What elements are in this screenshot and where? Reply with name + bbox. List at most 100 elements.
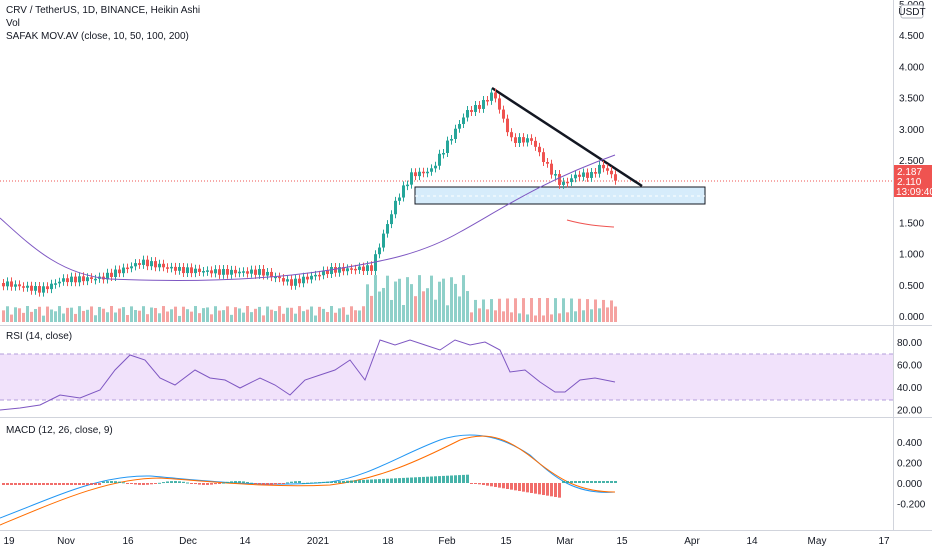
- candle-body: [114, 269, 117, 277]
- volume-bar: [534, 315, 537, 322]
- candle-body: [542, 152, 545, 163]
- macd-hist-bar: [86, 483, 89, 485]
- macd-hist-bar: [82, 483, 85, 485]
- descending-trendline[interactable]: [491, 86, 643, 188]
- candle-body: [458, 124, 461, 129]
- candle-body: [178, 266, 181, 271]
- candle-body: [354, 268, 357, 271]
- price-tick-label: 4.000: [899, 62, 924, 73]
- macd-hist-bar: [194, 483, 197, 485]
- volume-bar: [158, 313, 161, 322]
- macd-hist-bar: [390, 478, 393, 483]
- volume-bar: [346, 314, 349, 322]
- volume-bar: [246, 306, 249, 322]
- volume-bar: [390, 299, 393, 322]
- volume-bar: [38, 306, 41, 322]
- volume-bar: [414, 296, 417, 322]
- candle-body: [242, 271, 245, 273]
- macd-hist-bar: [458, 475, 461, 483]
- candle-body: [34, 286, 37, 291]
- candle-body: [434, 165, 437, 169]
- macd-hist-bar: [318, 482, 321, 484]
- macd-hist-bar: [246, 481, 249, 483]
- candle-body: [282, 278, 285, 282]
- candle-body: [38, 286, 41, 293]
- macd-hist-bar: [486, 483, 489, 486]
- volume-bar: [130, 306, 133, 322]
- candle-body: [218, 269, 221, 275]
- volume-bar: [238, 308, 241, 322]
- volume-bar: [422, 291, 425, 322]
- price-tick-label: 1.500: [899, 218, 924, 229]
- macd-hist-bar: [218, 483, 221, 484]
- volume-bar: [170, 309, 173, 322]
- volume-bar: [114, 312, 117, 322]
- macd-hist-bar: [314, 482, 317, 484]
- price-axis[interactable]: 5.0004.5004.0003.5003.0002.5002.0001.500…: [899, 0, 924, 323]
- volume-bar: [138, 310, 141, 322]
- rsi-axis[interactable]: 80.00 60.00 40.00 20.00: [897, 338, 922, 417]
- macd-hist-bar: [386, 478, 389, 483]
- candle-body: [266, 271, 269, 276]
- candle-body: [246, 271, 249, 274]
- macd-hist-bar: [578, 481, 581, 483]
- macd-hist-bar: [598, 481, 601, 483]
- volume-bar: [474, 299, 477, 322]
- macd-hist-bar: [10, 483, 13, 485]
- volume-bar: [614, 306, 617, 322]
- candle-body: [126, 267, 129, 270]
- time-axis[interactable]: 19 Nov 16 Dec 14 2021 18 Feb 15 Mar 15 Apr 14 May 17: [3, 536, 890, 547]
- macd-hist-bar: [14, 483, 17, 485]
- macd-hist-bar: [202, 483, 205, 485]
- macd-label[interactable]: MACD (12, 26, close, 9): [6, 425, 113, 436]
- volume-bar: [222, 310, 225, 322]
- candle-body: [366, 265, 369, 272]
- rsi-label[interactable]: RSI (14, close): [6, 331, 72, 342]
- candle-body: [386, 224, 389, 234]
- volume-bar: [538, 298, 541, 322]
- ma-indicator-label[interactable]: SAFAK MOV.AV (close, 10, 50, 100, 200): [6, 31, 189, 42]
- candle-body: [510, 132, 513, 138]
- volume-bar: [54, 311, 57, 322]
- macd-hist-bar: [546, 483, 549, 496]
- macd-hist-bar: [54, 483, 57, 485]
- macd-hist-bar: [514, 483, 517, 491]
- candle-body: [418, 171, 421, 177]
- candle-body: [342, 267, 345, 272]
- volume-bar: [470, 312, 473, 322]
- candle-body: [390, 214, 393, 225]
- volume-bar: [554, 298, 557, 322]
- candle-body: [322, 270, 325, 276]
- volume-bar: [510, 312, 513, 322]
- candle-body: [22, 286, 25, 288]
- volume-bar: [242, 312, 245, 322]
- volume-bar: [214, 306, 217, 322]
- candle-body: [58, 281, 61, 284]
- macd-axis[interactable]: 0.400 0.200 0.000 -0.200: [897, 438, 926, 511]
- macd-hist-bar: [326, 481, 329, 483]
- candle-body: [402, 185, 405, 198]
- volume-label[interactable]: Vol: [6, 18, 20, 29]
- candle-body: [30, 285, 33, 291]
- rsi-tick-label: 40.00: [897, 383, 922, 394]
- volume-bar: [574, 311, 577, 322]
- macd-hist-bar: [306, 482, 309, 484]
- candle-body: [110, 272, 113, 277]
- volume-bar: [102, 308, 105, 322]
- volume-bar: [110, 306, 113, 322]
- macd-hist-bar: [270, 483, 273, 485]
- candle-body: [406, 184, 409, 187]
- time-tick-label: 19: [3, 536, 15, 547]
- macd-hist-bar: [190, 483, 193, 484]
- volume-bar: [134, 310, 137, 322]
- candle-body: [158, 263, 161, 268]
- macd-hist-bar: [62, 483, 65, 485]
- candle-body: [202, 271, 205, 273]
- volume-bar: [282, 313, 285, 322]
- volume-bar: [570, 298, 573, 322]
- candle-body: [442, 152, 445, 155]
- symbol-title[interactable]: CRV / TetherUS, 1D, BINANCE, Heikin Ashi: [6, 5, 200, 16]
- currency-box[interactable]: [900, 4, 924, 19]
- volume-bar: [74, 313, 77, 322]
